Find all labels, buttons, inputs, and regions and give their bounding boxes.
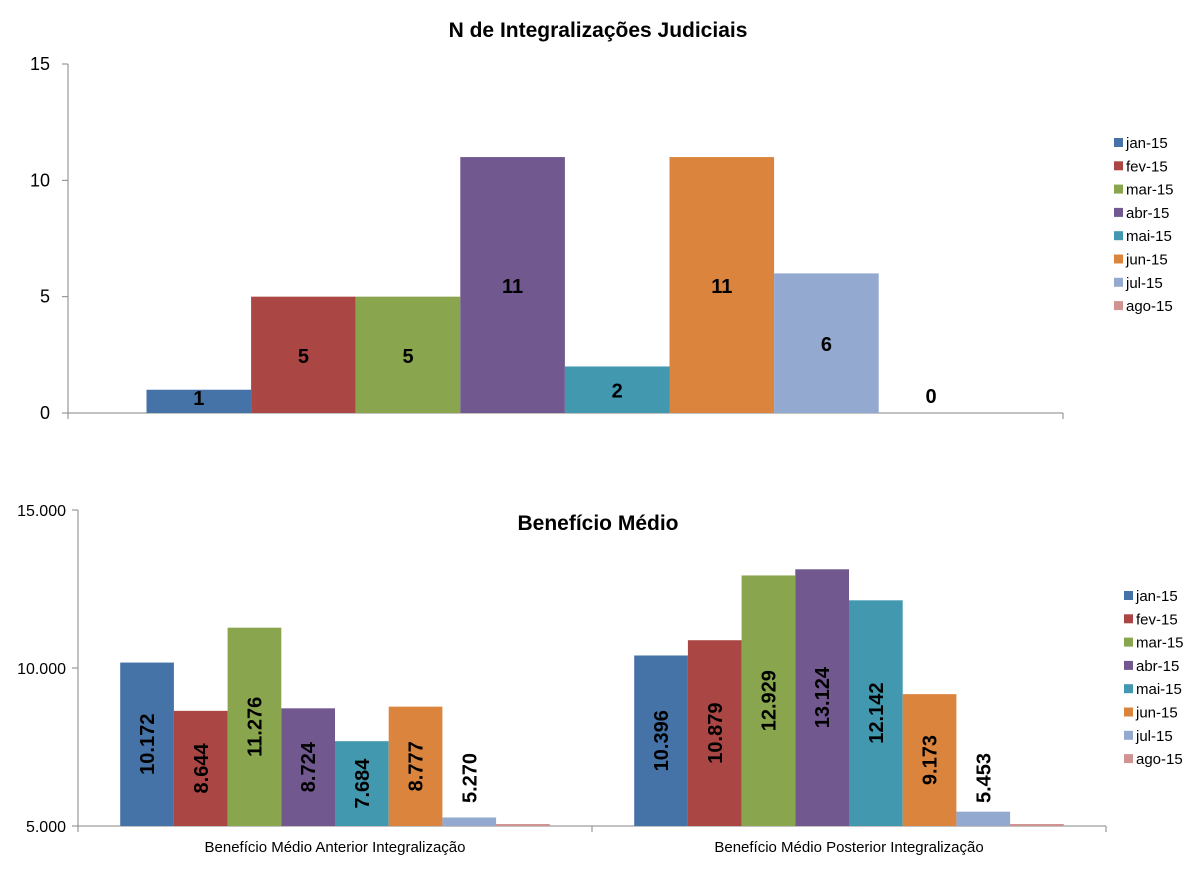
chart1-bars xyxy=(146,157,879,413)
chart2-legend-swatch-jan-15 xyxy=(1124,591,1133,600)
chart2-bar-jul-15 xyxy=(956,811,1011,826)
chart1-data-label-jan-15: 1 xyxy=(193,388,204,410)
chart2-legend-swatch-jul-15 xyxy=(1124,730,1133,740)
chart1-legend-label-mai-15: mai-15 xyxy=(1126,228,1172,245)
chart2-data-label-jan-15: 10.396 xyxy=(651,710,673,771)
chart1-data-label-jul-15: 6 xyxy=(821,334,832,356)
chart2-data-label-jun-15: 9.173 xyxy=(920,735,942,785)
chart2-legend-label-mai-15: mai-15 xyxy=(1136,681,1182,698)
chart2-legend-label-ago-15: ago-15 xyxy=(1136,751,1183,768)
chart2-bar-ago-15 xyxy=(496,824,550,826)
chart2-data-label-jul-15: 5.453 xyxy=(973,753,995,803)
chart2-legend-label-jan-15: jan-15 xyxy=(1135,588,1178,605)
chart2-category-label: Benefício Médio Posterior Integralização xyxy=(714,839,983,856)
chart2-bar-jun-15 xyxy=(388,706,443,826)
chart1-bar-fev-15 xyxy=(251,296,356,413)
chart2-data-label-mar-15: 11.276 xyxy=(244,697,266,757)
chart2-legend-label-jun-15: jun-15 xyxy=(1135,705,1178,722)
chart1-data-label-ago-15: 0 xyxy=(925,386,936,408)
chart1-legend: jan-15 fev-15 mar-15 abr-15 mai-15 jun-15 jul-… xyxy=(1114,135,1174,315)
chart1-bar-jun-15 xyxy=(669,157,775,413)
chart1-title: N de Integralizações Judiciais xyxy=(449,19,748,42)
chart2-data-label-jun-15: 8.777 xyxy=(406,741,428,791)
chart1-bar-jul-15 xyxy=(774,273,879,413)
chart2-legend-label-mar-15: mar-15 xyxy=(1136,635,1184,652)
chart1-bar-mar-15 xyxy=(355,296,461,413)
chart2-data-label-fev-15: 8.644 xyxy=(191,743,213,794)
chart2-legend-label-abr-15: abr-15 xyxy=(1136,658,1179,675)
chart2-legend: jan-15 fev-15 mar-15 abr-15 mai-15 jun-15 jul-… xyxy=(1124,588,1184,768)
chart1-y-tick-label: 5 xyxy=(40,287,50,307)
chart2-data-label-jul-15: 5.270 xyxy=(459,753,481,803)
chart2-legend-swatch-fev-15 xyxy=(1124,614,1133,624)
chart1-bar-jan-15 xyxy=(146,389,252,413)
chart2-data-label-mai-15: 7.684 xyxy=(352,758,374,809)
chart1-legend-label-abr-15: abr-15 xyxy=(1126,205,1169,222)
chart1-legend-label-mar-15: mar-15 xyxy=(1126,182,1174,199)
chart2-bar-jan-15 xyxy=(634,655,688,826)
chart1-data-label-jun-15: 11 xyxy=(711,276,732,298)
chart2-legend-swatch-mai-15 xyxy=(1124,684,1133,694)
chart1-y-tick-label: 0 xyxy=(40,403,50,423)
chart2-data-label-fev-15: 10.879 xyxy=(705,703,727,764)
chart2-bar-mai-15 xyxy=(849,600,903,826)
chart1-legend-label-jun-15: jun-15 xyxy=(1125,252,1168,269)
chart1-legend-swatch-jul-15 xyxy=(1114,277,1123,287)
chart2-bar-jan-15 xyxy=(120,662,174,826)
chart2-legend-label-jul-15: jul-15 xyxy=(1135,728,1173,745)
chart2-data-label-mai-15: 12.142 xyxy=(866,683,888,744)
chart1-data-label-abr-15: 11 xyxy=(502,276,523,298)
chart2-data-label-mar-15: 12.929 xyxy=(758,670,780,731)
chart2-data-label-abr-15: 13.124 xyxy=(812,666,834,728)
chart2-legend-swatch-mar-15 xyxy=(1124,637,1133,647)
chart2-bar-jun-15 xyxy=(902,694,957,826)
chart2-bars xyxy=(120,569,1064,826)
chart2-bar-mar-15 xyxy=(741,575,796,826)
chart1-data-label-fev-15: 5 xyxy=(298,346,309,368)
chart2-category-label: Benefício Médio Anterior Integralização xyxy=(205,839,466,856)
chart1-legend-swatch-abr-15 xyxy=(1114,207,1123,217)
chart1-y-tick-label: 15 xyxy=(30,54,50,74)
chart1-legend-label-jan-15: jan-15 xyxy=(1125,135,1168,152)
chart1-data-label-mar-15: 5 xyxy=(402,346,413,368)
chart1-legend-swatch-fev-15 xyxy=(1114,161,1123,171)
chart2-bar-fev-15 xyxy=(173,710,228,826)
chart2-bar-fev-15 xyxy=(687,640,742,826)
chart1-legend-swatch-jun-15 xyxy=(1114,254,1123,264)
chart2-legend-swatch-ago-15 xyxy=(1124,754,1133,764)
chart2-y-tick-label: 5.000 xyxy=(26,819,66,836)
chart-beneficio-medio: Benefício Médio 5.000 10.000 15.000 Benefíc… xyxy=(17,503,1183,856)
chart2-bar-jul-15 xyxy=(442,817,497,826)
chart1-legend-label-fev-15: fev-15 xyxy=(1126,158,1168,175)
chart2-bar-abr-15 xyxy=(281,708,335,826)
chart1-bar-abr-15 xyxy=(460,157,565,413)
chart1-data-labels: 1 5 5 11 2 11 6 0 xyxy=(193,276,936,410)
chart1-legend-label-jul-15: jul-15 xyxy=(1125,275,1163,292)
chart2-y-tick-label: 15.000 xyxy=(17,503,66,520)
chart1-legend-swatch-jan-15 xyxy=(1114,138,1123,147)
chart2-bar-abr-15 xyxy=(795,569,849,826)
chart2-legend-label-fev-15: fev-15 xyxy=(1136,611,1178,628)
chart2-data-label-jan-15: 10.172 xyxy=(137,714,159,775)
chart2-data-labels: 10.172 8.644 11.276 8.724 7.684 8.777 5.270 10.… xyxy=(137,666,995,808)
chart1-legend-swatch-mai-15 xyxy=(1114,231,1123,241)
chart1-legend-swatch-ago-15 xyxy=(1114,301,1123,311)
chart2-bar-mai-15 xyxy=(335,741,389,826)
chart2-data-label-abr-15: 8.724 xyxy=(298,741,320,792)
chart1-bar-mai-15 xyxy=(564,366,670,413)
chart2-legend-swatch-jun-15 xyxy=(1124,707,1133,717)
chart2-bar-mar-15 xyxy=(227,627,282,826)
chart1-y-tick-label: 10 xyxy=(30,170,50,190)
chart1-legend-label-ago-15: ago-15 xyxy=(1126,298,1173,315)
chart2-legend-swatch-abr-15 xyxy=(1124,660,1133,670)
chart2-bar-ago-15 xyxy=(1010,824,1064,826)
chart1-data-label-mai-15: 2 xyxy=(612,381,623,403)
chart1-legend-swatch-mar-15 xyxy=(1114,184,1123,194)
chart2-y-tick-label: 10.000 xyxy=(17,661,66,678)
chart2-title: Benefício Médio xyxy=(517,512,678,535)
